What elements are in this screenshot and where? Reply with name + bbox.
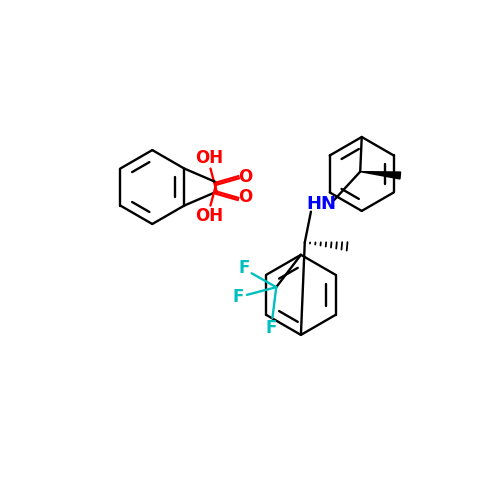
Text: HN: HN bbox=[306, 195, 336, 213]
Text: F: F bbox=[233, 288, 244, 306]
Text: F: F bbox=[265, 319, 276, 337]
Polygon shape bbox=[360, 172, 401, 179]
Text: OH: OH bbox=[195, 208, 223, 226]
Text: OH: OH bbox=[195, 149, 223, 167]
Text: F: F bbox=[238, 259, 250, 277]
Text: O: O bbox=[238, 168, 252, 186]
Text: O: O bbox=[238, 188, 252, 206]
